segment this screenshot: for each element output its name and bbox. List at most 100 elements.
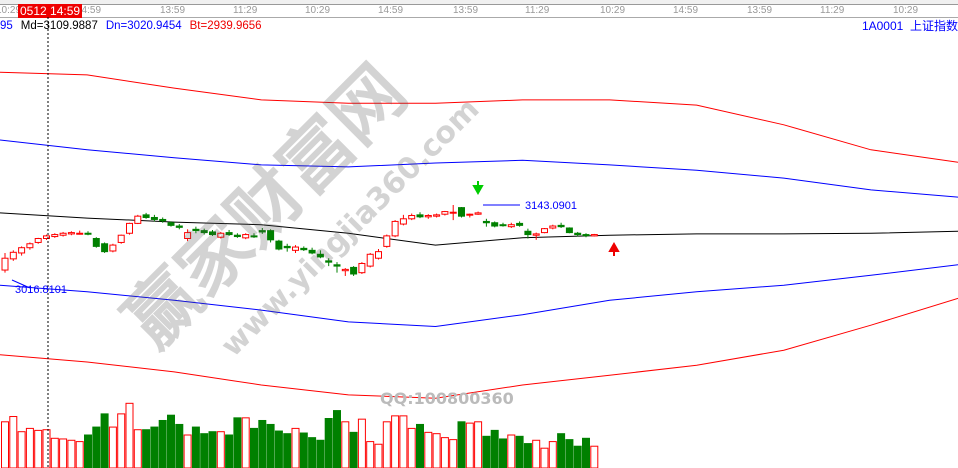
time-axis: 10:29 14:59 13:59 11:29 10:29 14:59 13:59 11:29… [0,5,958,18]
volume-bar [200,433,209,468]
candle [192,226,200,234]
volume-bar [399,415,408,468]
band-line-md [0,212,958,246]
candle [242,233,250,240]
volume-bar [440,437,449,468]
volume-bar [9,416,18,468]
candle [557,222,565,228]
candle [590,233,598,237]
candle [458,206,465,218]
candle [399,214,407,226]
volume-bar [407,427,416,468]
time-label: 10:29 [305,5,331,16]
volume-bar [457,421,466,468]
candle [167,221,175,227]
volume-bar [490,429,499,468]
time-label: 10:29 [0,5,22,16]
volume-bar [225,434,234,468]
band-line-lower-red [0,297,958,399]
volume-bar [341,421,350,468]
candle [92,237,100,248]
candle [59,231,67,237]
time-label: 14:59 [76,5,102,16]
candle [84,231,92,236]
volume-bar [42,429,51,468]
top-scrollbar[interactable] [0,0,958,5]
low-leader-line [11,279,31,289]
candle [449,205,457,221]
volume-bar [482,435,491,468]
candle [142,212,150,219]
dn-value: Dn=3020.9454 [105,20,182,32]
volume-bar [324,418,333,468]
volume-bar [250,427,258,468]
candle [76,230,84,235]
time-label: 10:29 [600,5,626,16]
volume-bar [515,435,524,468]
candle [358,262,366,274]
candle [549,224,557,230]
volume-bar [333,410,341,468]
candle [516,221,524,227]
candle [532,232,540,240]
time-label: 10:29 [893,5,919,16]
candle [225,229,233,236]
volume-bar [266,423,275,468]
volume-bar [432,433,441,468]
volume-bar [34,429,43,468]
candle [524,228,532,239]
volume-bar [191,426,200,468]
candle [375,249,382,260]
volume-bar [241,417,250,468]
candle [117,234,125,244]
candle [134,214,142,225]
volume-bar [548,441,557,468]
volume-bar [357,418,366,468]
volume-bar [133,429,142,468]
bt-value: Bt=2939.9656 [189,20,262,32]
band-line-upper-red [0,71,958,163]
candle [109,243,117,253]
candle [175,224,183,230]
symbol-title: 1A0001 上证指数 [862,19,958,33]
volume-bar [416,423,424,468]
candle [250,233,258,238]
candle [34,237,42,244]
band-line-lower-blue [0,264,958,328]
volume-bar [117,413,126,468]
low-price-label: 3016.8101 [15,284,67,296]
candle [316,250,324,259]
time-label: 11:29 [820,5,845,16]
volume-bar [274,430,283,468]
up-value: 95 [0,20,13,32]
candle [325,258,333,267]
volume-bar [299,432,308,468]
candle [1,252,9,273]
candle [51,233,59,238]
volume-bar [391,415,400,468]
volume-bar [573,445,582,468]
time-label: 13:59 [747,5,773,16]
candle [441,210,449,216]
volume-bar [17,431,26,468]
indicator-legend: 95 Md=3109.9887 Dn=3020.9454 Bt=2939.9656 [0,19,270,33]
candle [275,239,283,251]
volume-bar [316,439,325,468]
sell-arrow-icon [472,181,484,196]
time-label: 11:29 [525,5,550,16]
high-price-label: 3143.0901 [525,200,577,212]
volume-bar [382,421,391,468]
candle [433,213,441,218]
volume-bar [582,437,590,468]
volume-bar [125,402,134,468]
candle [416,212,424,219]
volume-bar [507,434,516,468]
volume-bar [1,421,9,468]
time-label: 13:59 [453,5,479,16]
candle [507,222,515,228]
candle [126,222,133,235]
volume-bar [366,441,375,468]
volume-bar [25,427,34,468]
candle [43,234,50,240]
